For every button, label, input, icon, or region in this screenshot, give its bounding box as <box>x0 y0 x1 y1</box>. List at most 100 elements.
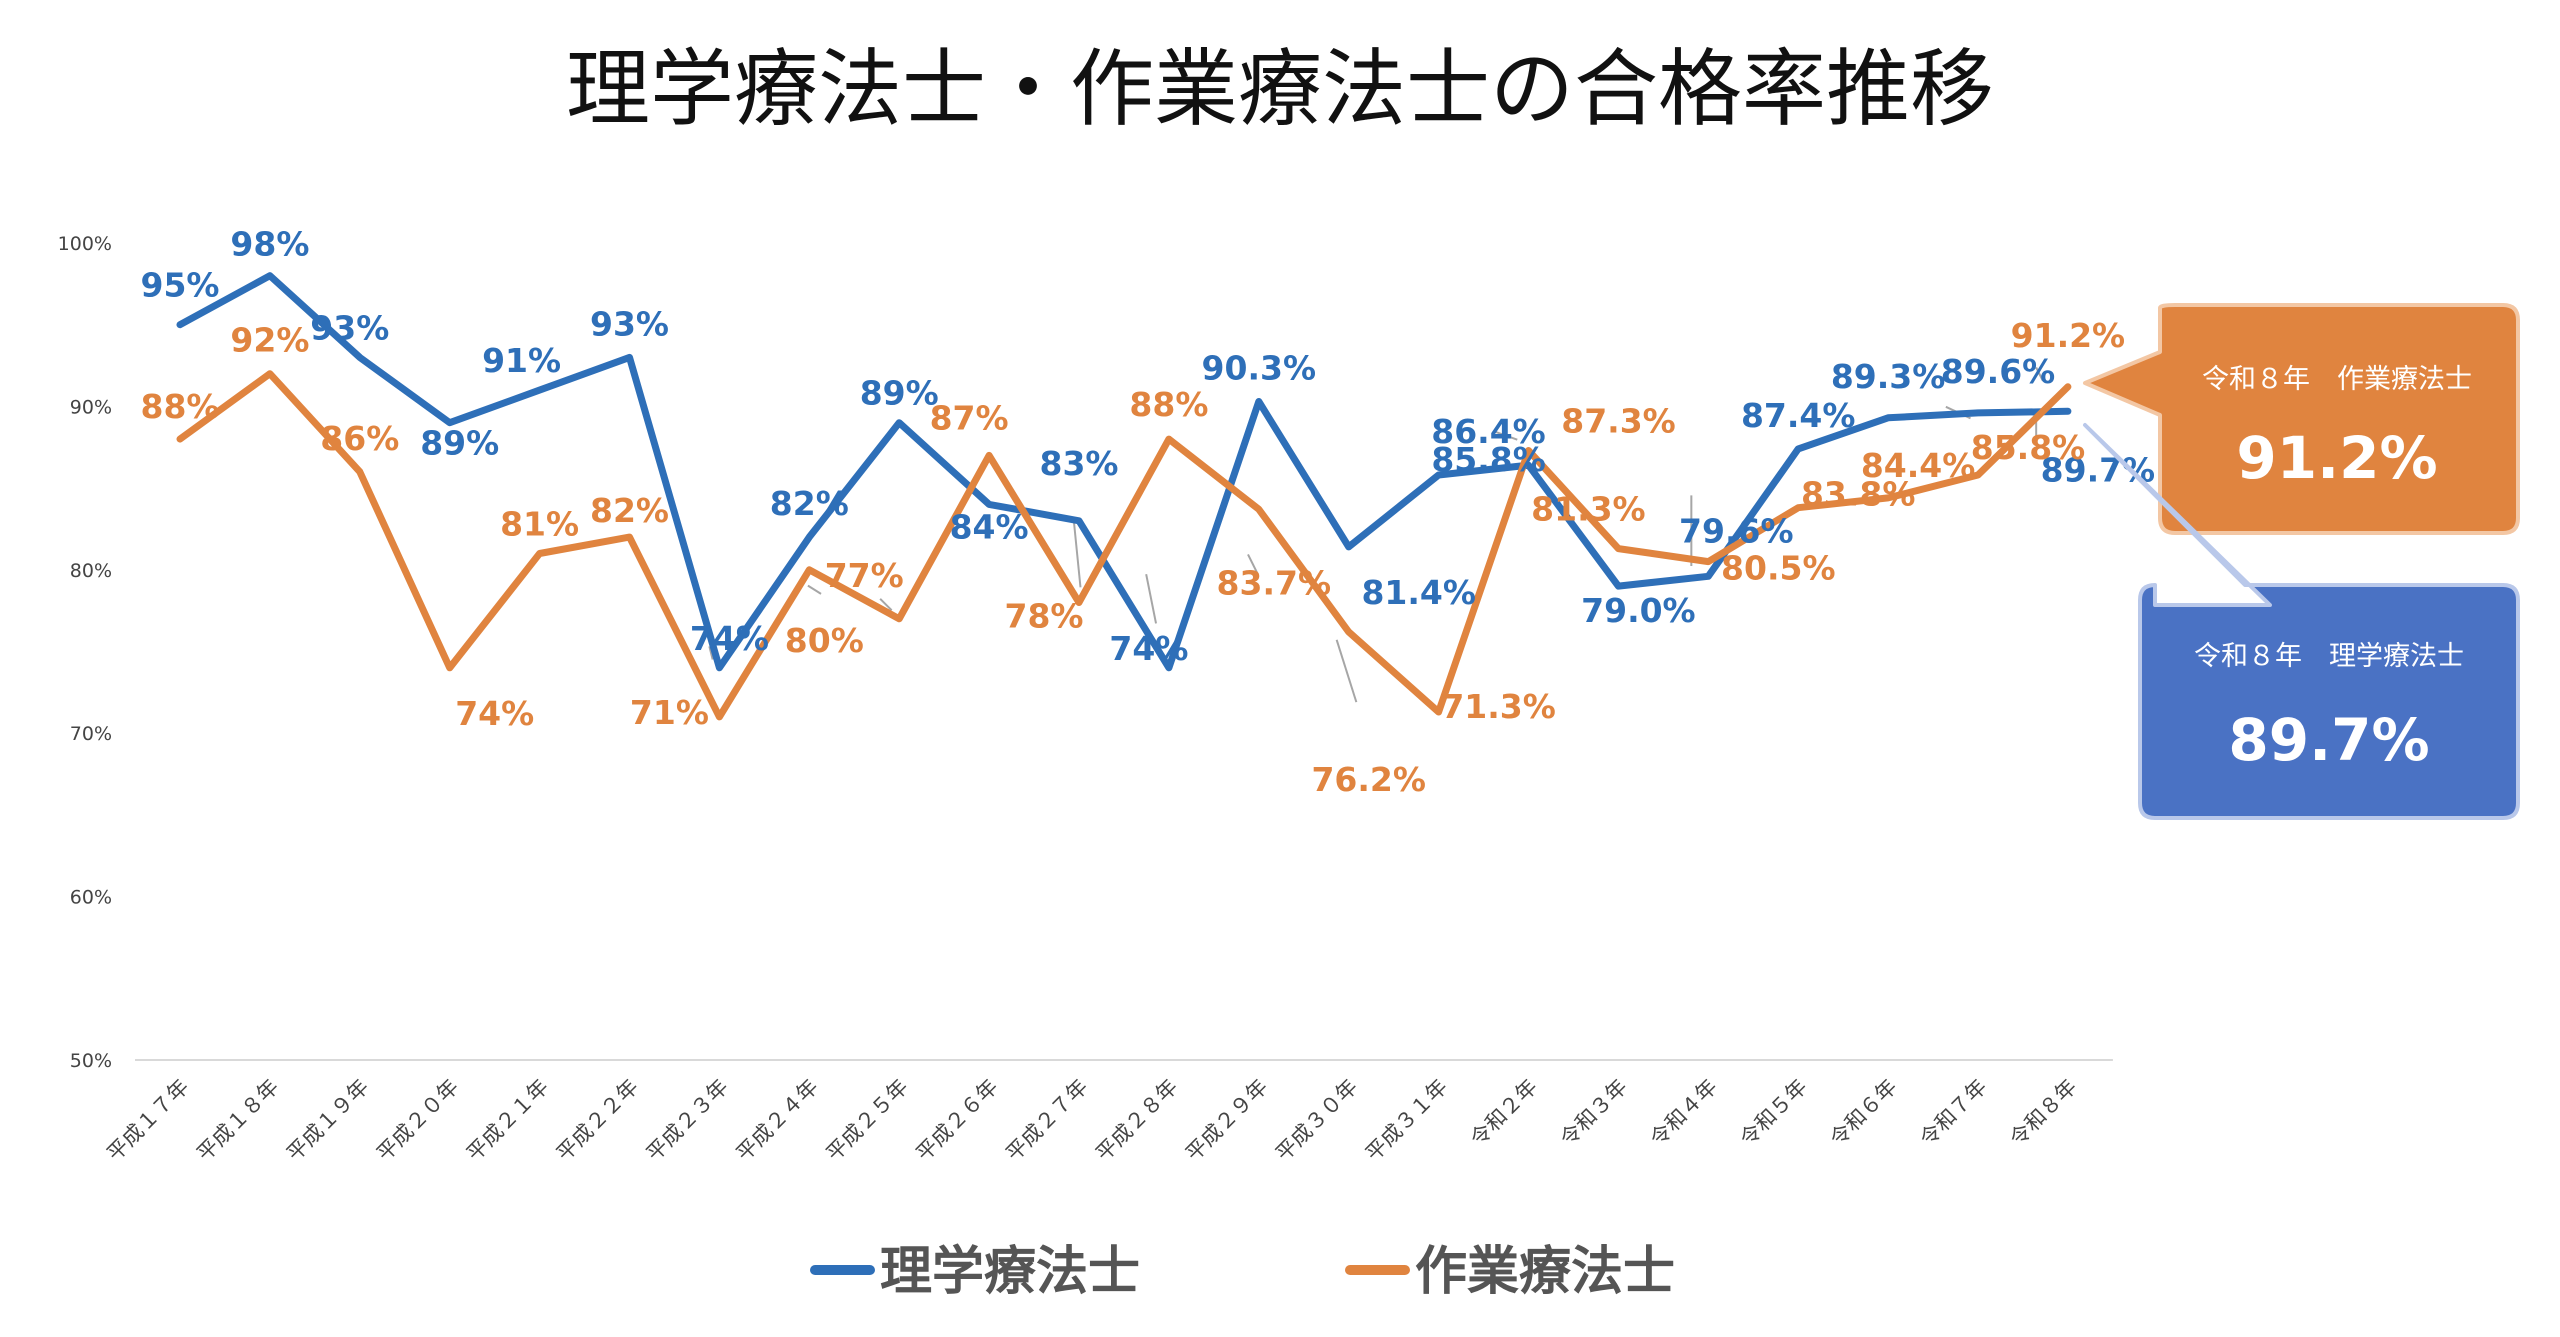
x-axis: 平成１７年平成１８年平成１９年平成２０年平成２１年平成２２年平成２３年平成２４年… <box>102 1059 2113 1166</box>
data-labels: 95% 98% 93% 89% 91% 93% 74% 82% 89% 84% 83% 74% 90.3… <box>141 225 2156 799</box>
label-leader-line <box>1247 554 1259 575</box>
data-label-pt: 93% <box>310 308 389 347</box>
data-label-pt: 74% <box>1109 629 1188 668</box>
x-tick-label: 平成２６年 <box>911 1075 1002 1166</box>
data-label-ot: 81.3% <box>1531 490 1646 529</box>
data-label-ot: 76.2% <box>1311 760 1426 799</box>
callout-pt-caption: 令和８年 理学療法士 <box>2194 641 2464 672</box>
data-label-ot: 85.8% <box>1971 428 2086 467</box>
x-tick-label: 平成２４年 <box>732 1075 823 1166</box>
data-label-pt: 84% <box>950 507 1029 546</box>
x-tick-label: 平成２０年 <box>372 1075 463 1166</box>
x-tick-label: 令和５年 <box>1735 1075 1811 1151</box>
data-label-pt: 89.7% <box>2041 450 2156 489</box>
data-label-pt: 79.6% <box>1679 511 1794 550</box>
data-label-ot: 91.2% <box>2011 316 2126 355</box>
data-label-ot: 88% <box>1129 385 1208 424</box>
x-tick-label: 平成２１年 <box>462 1075 553 1166</box>
x-tick-label: 令和７年 <box>1915 1075 1991 1151</box>
x-tick-label: 令和２年 <box>1466 1075 1542 1151</box>
data-label-ot: 80.5% <box>1721 549 1836 588</box>
data-label-pt: 95% <box>141 266 220 305</box>
callout-ot: 令和８年 作業療法士 91.2% <box>2083 303 2520 535</box>
data-label-ot: 78% <box>1005 596 1084 635</box>
x-tick-label: 令和６年 <box>1825 1075 1901 1151</box>
y-tick-label: 50% <box>70 1050 112 1072</box>
data-label-pt: 93% <box>590 304 669 343</box>
data-label-pt: 74% <box>690 619 769 658</box>
x-tick-label: 平成３０年 <box>1271 1075 1362 1166</box>
x-tick-label: 平成１７年 <box>102 1075 193 1166</box>
data-label-pt: 85.8% <box>1431 440 1546 479</box>
data-label-pt: 79.0% <box>1581 591 1696 630</box>
data-label-ot: 74% <box>455 694 534 733</box>
label-leader-line <box>1145 573 1158 624</box>
x-tick-label: 平成２９年 <box>1181 1075 1272 1166</box>
series-line-ot <box>176 370 2072 721</box>
x-tick-label: 令和４年 <box>1645 1075 1721 1151</box>
data-label-pt: 89% <box>860 374 939 413</box>
label-leader-line <box>1493 430 1518 441</box>
data-label-ot: 83.7% <box>1217 563 1332 602</box>
legend-label-pt: 理学療法士 <box>880 1242 1140 1302</box>
callout-pt-value: 89.7% <box>2228 706 2429 774</box>
data-label-pt: 83% <box>1040 444 1119 483</box>
data-label-ot: 92% <box>230 321 309 360</box>
x-tick-label: 平成２７年 <box>1001 1075 1092 1166</box>
y-tick-label: 100% <box>58 233 112 255</box>
series-lines <box>176 272 2072 721</box>
data-label-ot: 71% <box>630 693 709 732</box>
x-tick-label: 平成２５年 <box>822 1075 913 1166</box>
y-tick-label: 80% <box>70 560 112 582</box>
x-tick-label: 平成３１年 <box>1361 1075 1452 1166</box>
legend: 理学療法士 作業療法士 <box>810 1242 1675 1302</box>
x-tick-label: 平成１９年 <box>282 1075 373 1166</box>
legend-label-ot: 作業療法士 <box>1415 1242 1675 1302</box>
x-tick-label: 平成２２年 <box>552 1075 643 1166</box>
data-label-pt: 82% <box>770 484 849 523</box>
callout-pt: 令和８年 理学療法士 89.7% <box>2083 423 2520 820</box>
data-label-pt: 91% <box>482 341 561 380</box>
data-label-ot: 81% <box>500 504 579 543</box>
callout-ot-caption: 令和８年 作業療法士 <box>2202 364 2472 395</box>
series-line-pt <box>176 272 2072 672</box>
data-label-ot: 88% <box>141 387 220 426</box>
label-leader-line <box>1335 639 1358 703</box>
x-tick-label: 平成２８年 <box>1091 1075 1182 1166</box>
data-label-ot: 82% <box>590 491 669 530</box>
data-label-pt: 90.3% <box>1202 348 1317 387</box>
data-label-pt: 86.4% <box>1431 412 1546 451</box>
y-tick-label: 90% <box>70 396 112 418</box>
data-label-ot: 77% <box>825 556 904 595</box>
y-tick-label: 70% <box>70 723 112 745</box>
data-label-ot: 87.3% <box>1561 402 1676 441</box>
callout-ot-value: 91.2% <box>2236 424 2437 492</box>
data-label-ot: 84.4% <box>1861 446 1976 485</box>
y-tick-label: 60% <box>70 887 112 909</box>
y-axis: 50% 60% 70% 80% 90% 100% <box>58 233 112 1072</box>
data-label-pt: 89.6% <box>1941 352 2056 391</box>
data-label-pt: 87.4% <box>1741 396 1856 435</box>
label-leader-line <box>879 598 893 611</box>
x-tick-label: 平成２３年 <box>642 1075 733 1166</box>
chart-title: 理学療法士・作業療法士の合格率推移 <box>566 40 1994 138</box>
data-label-ot: 86% <box>320 419 399 458</box>
data-label-ot: 71.3% <box>1441 687 1556 726</box>
x-tick-label: 令和８年 <box>2005 1075 2081 1151</box>
data-label-ot: 83.8% <box>1801 475 1916 514</box>
data-label-ot: 87% <box>930 398 1009 437</box>
x-tick-label: 平成１８年 <box>192 1075 283 1166</box>
label-leader-line <box>708 646 714 660</box>
data-label-pt: 89% <box>420 424 499 463</box>
x-tick-label: 令和３年 <box>1556 1075 1632 1151</box>
callout-ot-box <box>2083 303 2520 535</box>
data-label-pt: 81.4% <box>1361 573 1476 612</box>
data-label-pt: 98% <box>230 225 309 264</box>
data-label-pt: 89.3% <box>1831 357 1946 396</box>
label-leader-line <box>807 584 822 595</box>
callout-pt-box <box>2083 423 2520 820</box>
data-label-ot: 80% <box>785 621 864 660</box>
label-leader-line <box>2035 367 2044 382</box>
label-leader-line <box>1072 521 1082 588</box>
